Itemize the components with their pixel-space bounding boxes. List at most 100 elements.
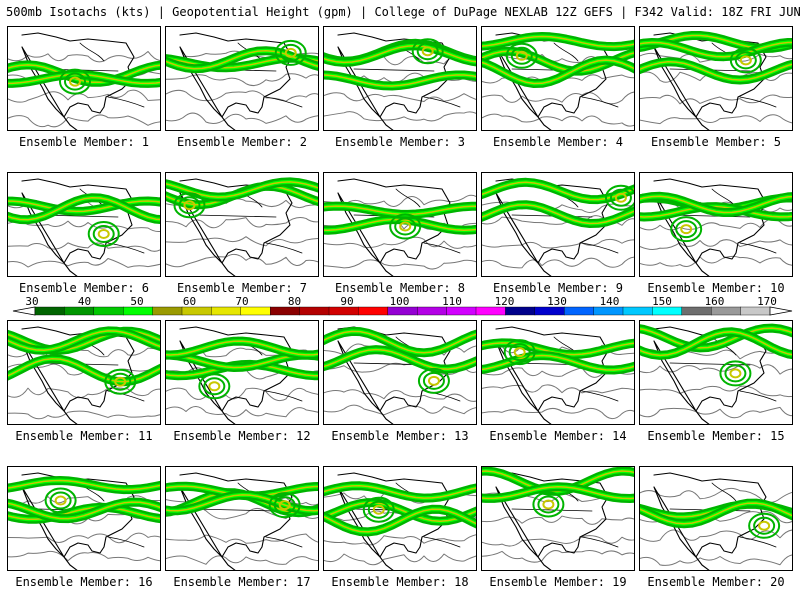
- closed-low: [724, 364, 747, 383]
- map-graphic: [640, 323, 792, 424]
- ensemble-panel[interactable]: [481, 172, 635, 277]
- ensemble-member-label: Ensemble Member: 18: [331, 575, 469, 589]
- closed-low: [54, 495, 67, 506]
- ensemble-panel[interactable]: [165, 466, 319, 571]
- coastline: [495, 178, 609, 276]
- caribbean-islands: [265, 96, 303, 108]
- closed-low: [505, 42, 538, 69]
- height-contour: [640, 239, 792, 251]
- ensemble-panel[interactable]: [7, 26, 161, 131]
- closed-low: [372, 504, 385, 515]
- closed-low: [173, 192, 206, 219]
- closed-low: [49, 491, 72, 510]
- closed-low: [279, 43, 302, 62]
- caribbean-islands: [581, 536, 619, 548]
- isotach-core-yellow: [324, 74, 476, 87]
- height-contour: [166, 405, 318, 418]
- closed-low: [68, 76, 81, 87]
- closed-low: [422, 371, 445, 390]
- ensemble-panel[interactable]: [165, 26, 319, 131]
- ensemble-panel[interactable]: [323, 466, 477, 571]
- colorbar-tick-label: 150: [652, 297, 672, 308]
- closed-low: [367, 500, 390, 519]
- height-contour: [8, 495, 160, 507]
- colorbar-tick-label: 50: [130, 297, 143, 308]
- colorbar-swatch: [711, 306, 742, 316]
- closed-low: [510, 46, 533, 65]
- height-contour: [324, 389, 476, 402]
- height-contour: [324, 490, 476, 504]
- height-contour: [166, 73, 318, 87]
- ensemble-panel[interactable]: [7, 172, 161, 277]
- colorbar-arrow-low: [12, 306, 36, 316]
- colorbar-swatch: [93, 306, 124, 316]
- isotach-core-yellow: [482, 35, 634, 48]
- isotach-core-yellow: [640, 205, 792, 218]
- ensemble-member-label: Ensemble Member: 20: [647, 575, 785, 589]
- ensemble-panel[interactable]: [7, 466, 161, 571]
- caribbean-islands: [423, 96, 461, 108]
- closed-low: [208, 381, 221, 392]
- map-graphic: [166, 472, 318, 570]
- closed-low: [273, 496, 296, 515]
- height-contour: [482, 515, 634, 525]
- height-contour: [640, 94, 792, 105]
- ensemble-panel[interactable]: [323, 172, 477, 277]
- ensemble-panel[interactable]: [639, 26, 793, 131]
- caribbean-islands: [423, 242, 461, 254]
- closed-low: [729, 368, 742, 379]
- closed-low: [719, 360, 752, 387]
- height-contour: [8, 50, 160, 63]
- colorbar-tick-label: 140: [600, 297, 620, 308]
- ensemble-panel[interactable]: [7, 320, 161, 425]
- map-graphic: [324, 472, 476, 570]
- closed-low: [268, 492, 301, 519]
- colorbar-swatch: [358, 306, 389, 316]
- map-graphic: [482, 326, 634, 424]
- height-contour: [166, 112, 318, 125]
- colorbar-swatch: [299, 306, 330, 316]
- ensemble-panel[interactable]: [165, 172, 319, 277]
- closed-low: [198, 373, 231, 400]
- colorbar-swatch: [270, 306, 301, 316]
- map-graphic: [8, 178, 160, 276]
- colorbar-swatch: [387, 306, 418, 316]
- ensemble-panel[interactable]: [323, 26, 477, 131]
- colorbar-tick-label: 70: [235, 297, 248, 308]
- closed-low: [427, 375, 440, 386]
- ensemble-member-label: Ensemble Member: 17: [173, 575, 311, 589]
- border-line: [195, 508, 277, 512]
- ensemble-panel[interactable]: [165, 320, 319, 425]
- ensemble-panel[interactable]: [481, 466, 635, 571]
- height-contour: [482, 113, 634, 127]
- colorbar-tick-label: 130: [547, 297, 567, 308]
- height-contour: [324, 259, 476, 270]
- ensemble-member-label: Ensemble Member: 14: [489, 429, 627, 443]
- ensemble-panel[interactable]: [481, 320, 635, 425]
- closed-low: [670, 216, 703, 243]
- map-graphic: [8, 472, 160, 570]
- ensemble-panel[interactable]: [639, 172, 793, 277]
- colorbar-tick-label: 100: [390, 297, 410, 308]
- map-graphic: [324, 178, 476, 276]
- caribbean-islands: [739, 242, 777, 254]
- ensemble-panel[interactable]: [323, 320, 477, 425]
- closed-low: [729, 47, 762, 74]
- isotach-core-yellow: [324, 485, 476, 499]
- ensemble-panel[interactable]: [639, 466, 793, 571]
- coastline: [179, 32, 293, 130]
- isotach-core-yellow: [8, 479, 160, 491]
- map-graphic: [166, 326, 318, 424]
- ensemble-panel[interactable]: [481, 26, 635, 131]
- height-contour: [640, 363, 792, 375]
- closed-low: [284, 47, 297, 58]
- closed-low: [104, 368, 137, 395]
- ensemble-member-label: Ensemble Member: 11: [15, 429, 153, 443]
- closed-low: [44, 487, 77, 514]
- height-contour: [8, 258, 160, 268]
- closed-low: [114, 376, 127, 387]
- ensemble-panel[interactable]: [639, 320, 793, 425]
- closed-low: [394, 217, 417, 236]
- isotach-core-yellow: [166, 340, 318, 356]
- caribbean-islands: [423, 536, 461, 548]
